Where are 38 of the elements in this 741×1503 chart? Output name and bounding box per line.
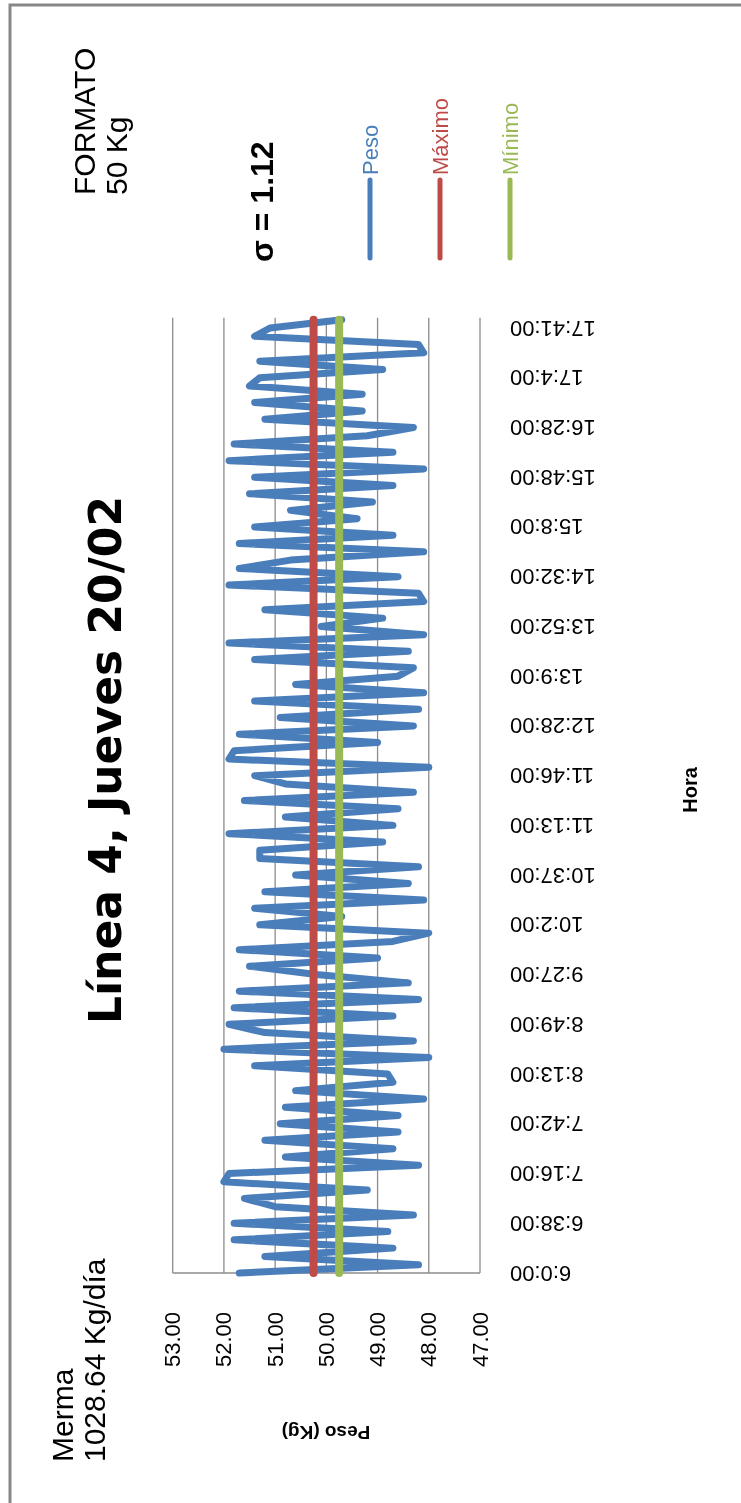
y-axis-title: Hora bbox=[679, 766, 701, 813]
x-tick-label: 47.00 bbox=[467, 1312, 493, 1368]
y-tick-label: 16:28:00 bbox=[510, 414, 596, 440]
y-tick-label: 6:38:00 bbox=[510, 1210, 584, 1236]
text: Máximo bbox=[427, 97, 453, 175]
x-tick-label: 48.00 bbox=[416, 1312, 442, 1368]
x-tick-label: 50.00 bbox=[313, 1312, 339, 1368]
text: Peso bbox=[357, 124, 383, 175]
x-axis-title: Peso (Kg) bbox=[281, 1421, 371, 1443]
text: 50 Kg bbox=[99, 116, 133, 195]
text: 1028.64 Kg/día bbox=[77, 1258, 111, 1462]
x-tick-label: 51.00 bbox=[262, 1312, 288, 1368]
y-tick-label: 11:46:00 bbox=[510, 763, 595, 789]
x-tick-label: 49.00 bbox=[365, 1312, 391, 1368]
y-tick-label: 10:37:00 bbox=[510, 862, 596, 888]
x-tick-label: 53.00 bbox=[160, 1312, 186, 1368]
y-tick-label: 9:27:00 bbox=[510, 962, 584, 988]
y-tick-label: 7:42:00 bbox=[510, 1111, 584, 1137]
y-tick-label: 17:4:00 bbox=[510, 365, 584, 391]
y-tick-label: 13:9:00 bbox=[510, 663, 584, 689]
y-tick-label: 8:13:00 bbox=[510, 1061, 584, 1087]
y-tick-label: 6:0:00 bbox=[510, 1260, 572, 1286]
text: Merma bbox=[45, 1368, 79, 1462]
y-tick-label: 15:8:00 bbox=[510, 514, 584, 540]
text: FORMATO bbox=[67, 47, 101, 195]
y-tick-label: 17:41:00 bbox=[510, 315, 596, 341]
y-tick-label: 10:2:00 bbox=[510, 912, 584, 938]
text: σ = 1.12 bbox=[244, 141, 280, 262]
y-tick-label: 8:49:00 bbox=[510, 1011, 584, 1037]
y-tick-label: 14:32:00 bbox=[510, 564, 596, 590]
y-tick-label: 12:28:00 bbox=[510, 713, 596, 739]
text: Mínimo bbox=[497, 102, 523, 175]
y-tick-label: 15:48:00 bbox=[510, 464, 596, 490]
y-tick-label: 13:52:00 bbox=[510, 613, 596, 639]
x-tick-label: 52.00 bbox=[211, 1312, 237, 1368]
y-tick-label: 11:13:00 bbox=[510, 812, 595, 838]
y-tick-label: 7:16:00 bbox=[510, 1161, 584, 1187]
text: Línea 4, Jueves 20/02 bbox=[79, 495, 131, 1025]
